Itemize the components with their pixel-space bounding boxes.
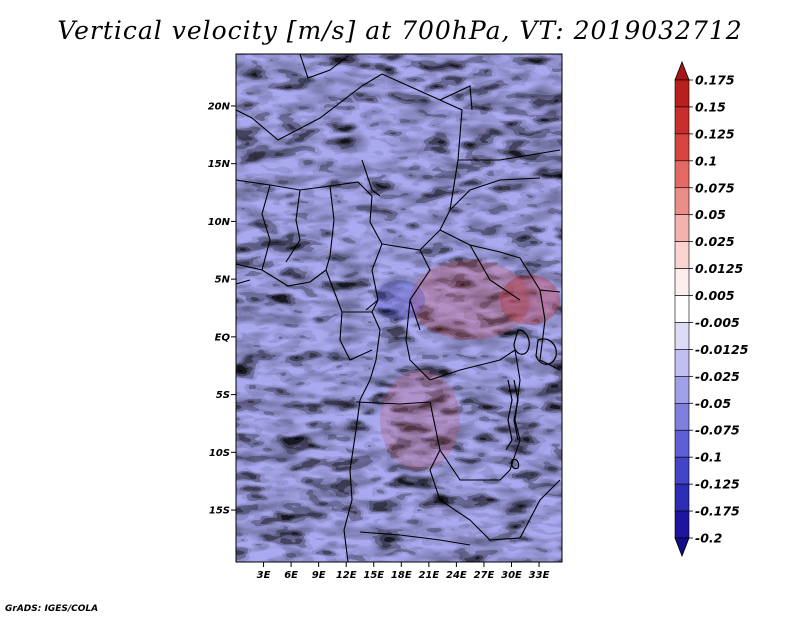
lon-tick-label: 30E [501,570,522,581]
colorbar-top-triangle [674,60,690,81]
colorbar-segment [674,349,690,377]
lon-tick-label: 3E [257,570,271,581]
colorbar-segment [674,483,690,512]
colorbar-bottom-triangle [674,537,690,558]
colorbar-segment [674,160,690,189]
colorbar-label: 0.0125 [695,261,744,276]
latitude-axis: 20N 15N 10N 5N EQ 5S 10S 15S [208,101,236,517]
lat-tick-label: 15N [208,159,231,170]
longitude-axis: 3E 6E 9E 12E 15E 18E 21E 24E 27E 30E 33E [257,562,550,581]
lon-tick-label: 27E [474,570,495,581]
lat-tick-label: 5S [216,390,230,401]
colorbar-label: -0.05 [695,396,731,411]
colorbar-segment [674,268,690,296]
colorbar-label: -0.125 [695,477,740,492]
colorbar-segment [674,133,690,162]
colorbar-segment [674,402,690,431]
lon-tick-label: 12E [336,570,357,581]
colorbar-label: 0.075 [695,180,735,195]
colorbar-segment [674,295,690,323]
colorbar-segment [674,322,690,350]
colorbar-segment [674,376,690,404]
colorbar-segment [674,214,690,242]
lat-tick-label: 15S [209,506,230,517]
colorbar-label: -0.005 [695,315,740,330]
lat-tick-label: 5N [215,275,231,286]
colorbar-label: 0.15 [695,99,726,114]
lon-tick-label: 6E [284,570,298,581]
lon-tick-label: 21E [418,570,439,581]
colorbar-label: -0.2 [695,531,722,546]
colorbar-label: 0.05 [695,207,726,222]
colorbar-segment [674,106,690,135]
colorbar-segment [674,241,690,269]
lon-tick-label: 24E [446,570,467,581]
colorbar-segment [674,510,690,539]
colorbar-label: -0.1 [695,450,722,465]
lon-tick-label: 15E [363,570,384,581]
colorbar-label: 0.025 [695,234,735,249]
colorbar-segment [674,429,690,458]
lat-tick-label: EQ [215,332,231,343]
lat-tick-label: 10S [209,448,230,459]
colorbar-label: 0.005 [695,288,735,303]
colorbar-label: 0.175 [695,73,735,88]
colorbar-label: -0.025 [695,369,740,384]
lat-tick-label: 20N [208,101,231,112]
colorbar-label: 0.125 [695,126,735,141]
colorbar-label: 0.1 [695,153,717,168]
lon-tick-label: 9E [312,570,326,581]
colorbar-segment [674,187,690,216]
colorbar-label: -0.075 [695,423,740,438]
lon-tick-label: 18E [391,570,412,581]
colorbar-segment [674,456,690,485]
vertical-velocity-field [236,54,562,562]
colorbar-label: -0.0125 [695,342,749,357]
chart-title: Vertical velocity [m/s] at 700hPa, VT: 2… [57,16,743,45]
lat-tick-label: 10N [208,217,231,228]
lakes [505,329,557,470]
map-frame [235,53,563,563]
lon-tick-label: 33E [529,570,550,581]
grads-credit: GrADS: IGES/COLA [5,604,99,614]
colorbar-segment [674,79,690,108]
country-borders [236,54,561,562]
colorbar-label: -0.175 [695,504,740,519]
colorbar: 0.175 0.15 0.125 0.1 0.075 0.05 0.025 0.0125 0.0… [674,60,749,558]
